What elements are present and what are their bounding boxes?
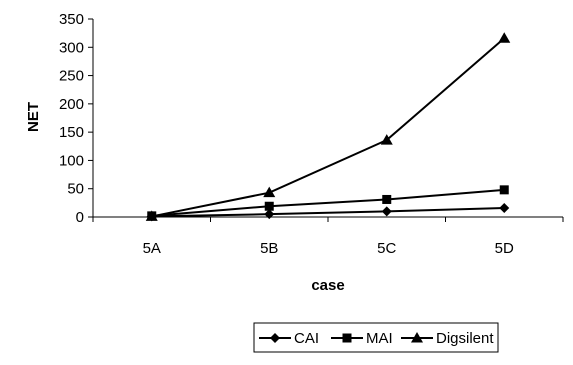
- series-layer: [145, 32, 511, 222]
- legend-marker: [411, 332, 423, 343]
- y-tick-label: 50: [67, 181, 84, 198]
- y-tick-label: 200: [59, 96, 84, 113]
- legend-item-cai: CAI: [259, 330, 319, 347]
- data-point: [499, 202, 510, 213]
- legend-marker: [270, 333, 280, 343]
- legend-label: Digsilent: [436, 330, 494, 347]
- data-point: [145, 210, 158, 221]
- x-tick-labels: 5A 5B 5C 5D: [143, 240, 514, 257]
- x-tick-label: 5B: [260, 240, 278, 257]
- legend: CAI MAI Digsilent: [253, 322, 499, 353]
- data-point: [263, 186, 276, 198]
- legend-marker: [342, 333, 352, 343]
- legend-label: MAI: [366, 330, 393, 347]
- y-tick-label: 250: [59, 68, 84, 85]
- y-axis-label: NET: [25, 102, 42, 132]
- legend-item-mai: MAI: [331, 330, 393, 347]
- y-tick-label: 350: [59, 11, 84, 28]
- x-tick-label: 5C: [377, 240, 396, 257]
- legend-items: CAI MAI Digsilent: [259, 330, 494, 347]
- legend-item-digsilent: Digsilent: [401, 330, 494, 347]
- y-tick-label: 300: [59, 39, 84, 56]
- y-tick-label: 150: [59, 124, 84, 141]
- data-point: [380, 134, 393, 145]
- y-tick-labels: 0 50 100 150 200 250 300 350: [59, 11, 84, 226]
- data-point: [264, 201, 274, 211]
- series-line: [151, 37, 505, 218]
- data-point: [381, 206, 392, 217]
- series-line: [151, 188, 505, 217]
- legend-box: [253, 322, 499, 353]
- series-digsilent: [145, 32, 511, 221]
- series-line: [151, 206, 505, 218]
- y-tick-label: 0: [76, 209, 84, 226]
- data-point: [499, 185, 509, 195]
- legend-label: CAI: [294, 330, 319, 347]
- x-tick-label: 5D: [495, 240, 514, 257]
- data-point: [382, 194, 392, 204]
- x-axis-label: case: [311, 277, 344, 294]
- x-tick-label: 5A: [143, 240, 161, 257]
- y-tick-label: 100: [59, 152, 84, 169]
- data-point: [498, 32, 511, 43]
- data-point: [264, 209, 275, 220]
